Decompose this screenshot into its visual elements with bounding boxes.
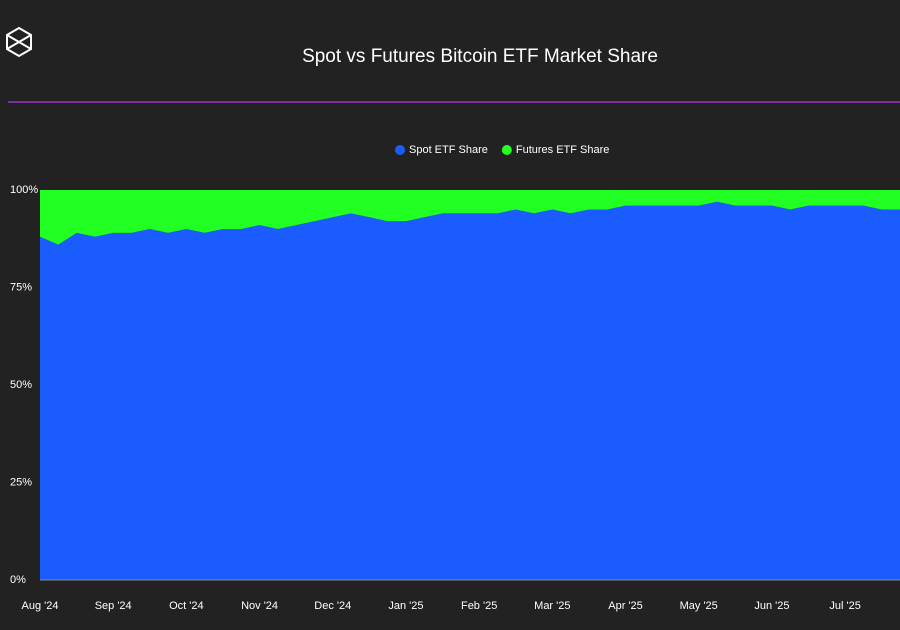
y-tick-label: 0% (10, 574, 26, 586)
x-tick-label: Mar '25 (534, 600, 570, 612)
area (40, 190, 900, 245)
x-tick-label: Jan '25 (388, 600, 423, 612)
y-tick-label: 25% (10, 476, 32, 488)
legend-label: Spot ETF Share (409, 144, 488, 156)
x-tick-label: Jun '25 (754, 600, 789, 612)
x-tick-label: Nov '24 (241, 600, 278, 612)
x-tick-label: Sep '24 (95, 600, 132, 612)
x-tick-label: Dec '24 (314, 600, 351, 612)
logo (6, 26, 32, 58)
y-tick-label: 75% (10, 281, 32, 293)
x-tick-label: Feb '25 (461, 600, 497, 612)
y-tick-label: 50% (10, 379, 32, 391)
legend-marker (395, 145, 405, 155)
chart-title: Spot vs Futures Bitcoin ETF Market Share (302, 46, 658, 67)
x-tick-label: Jul '25 (829, 600, 860, 612)
area (40, 201, 900, 580)
x-tick-label: May '25 (680, 600, 718, 612)
x-tick-label: Oct '24 (169, 600, 204, 612)
x-tick-label: Apr '25 (608, 600, 643, 612)
x-tick-label: Aug '24 (22, 600, 59, 612)
legend-label: Futures ETF Share (516, 144, 610, 156)
y-tick-label: 100% (10, 184, 38, 196)
legend-marker (501, 145, 512, 155)
